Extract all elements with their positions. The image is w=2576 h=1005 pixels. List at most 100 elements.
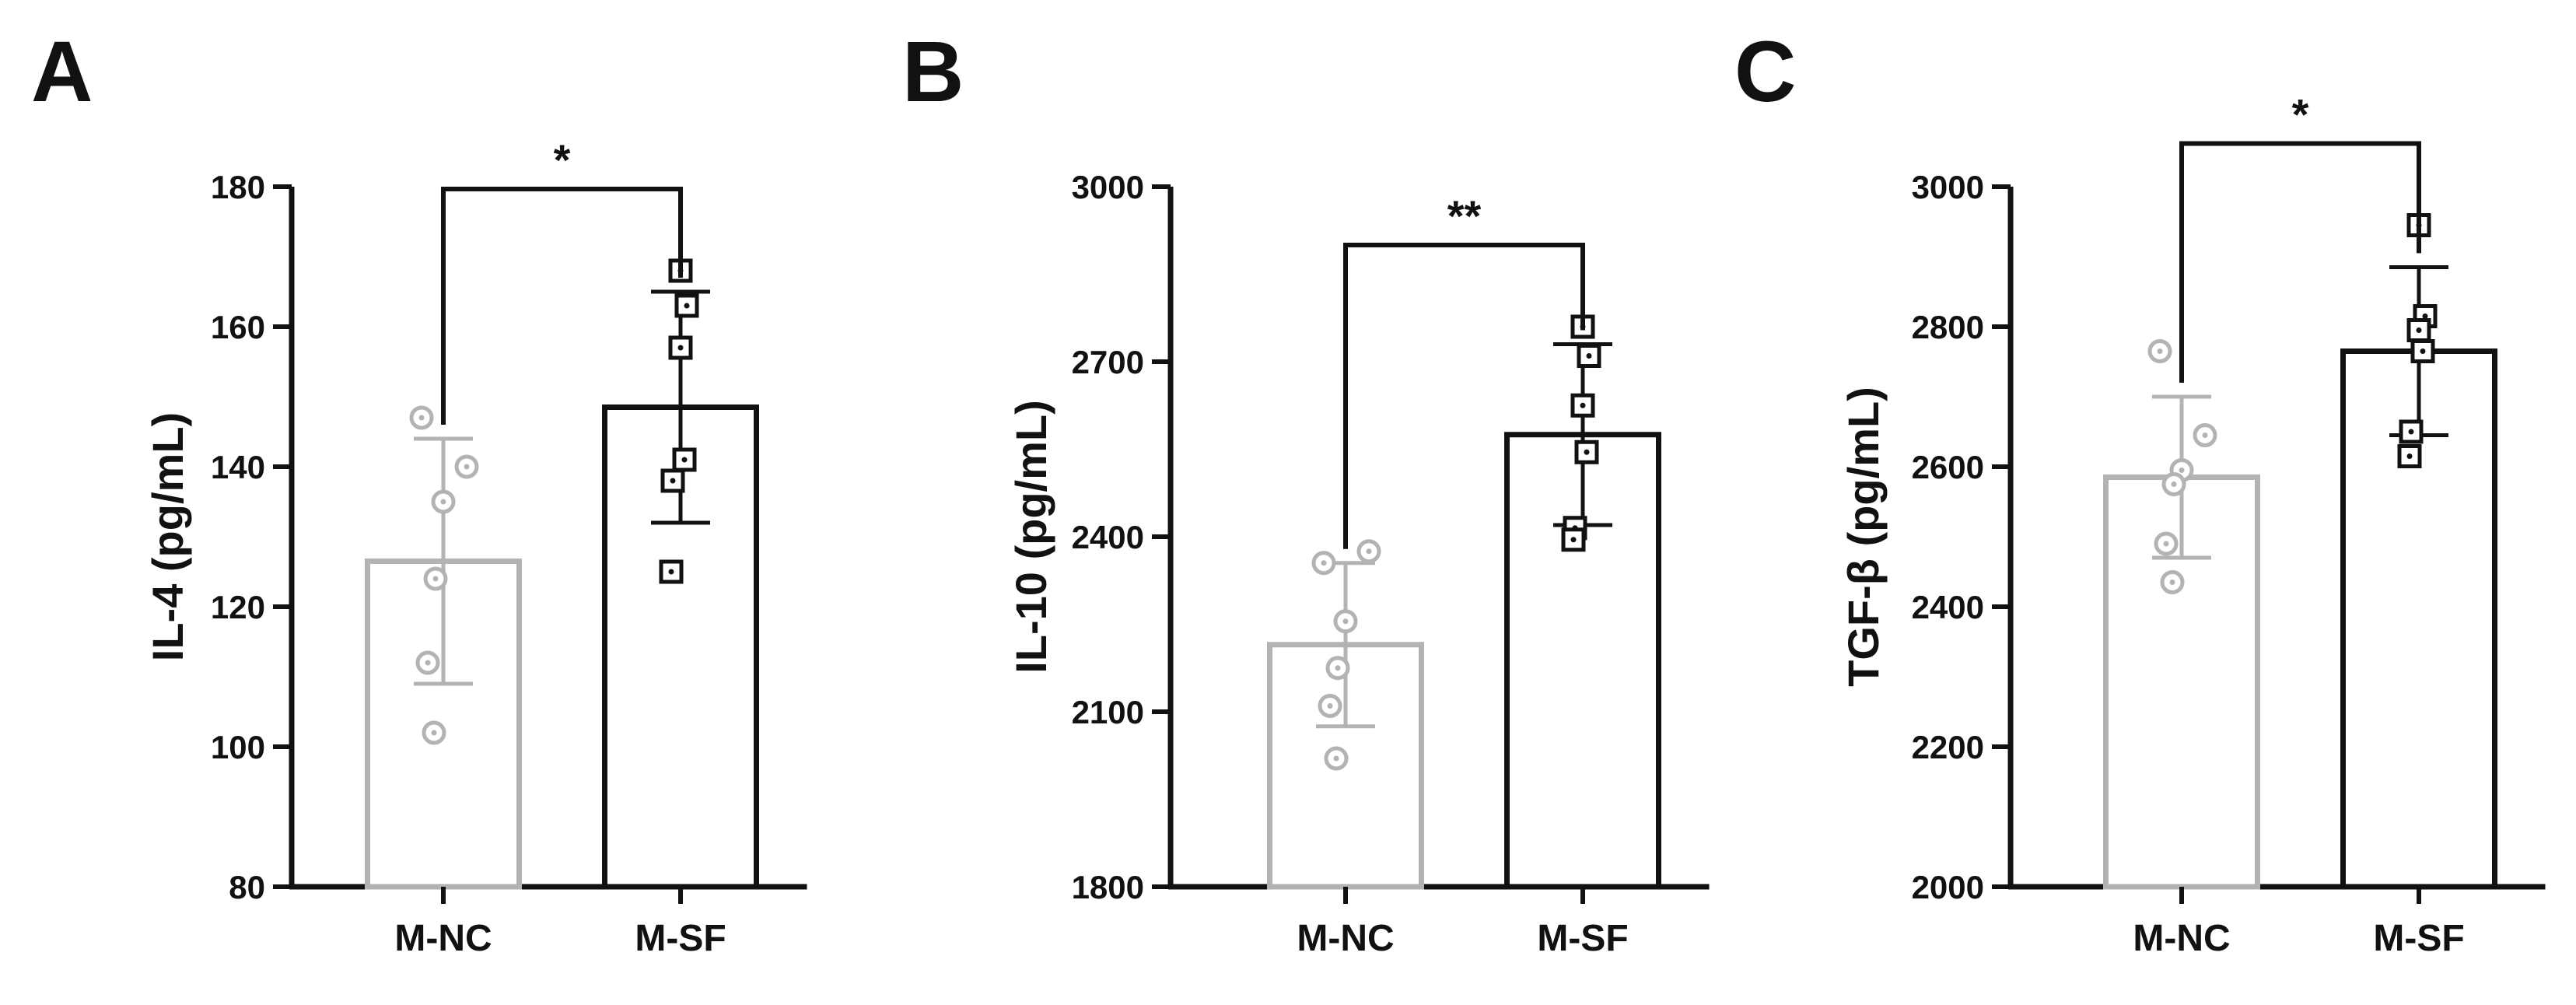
point-center bbox=[2171, 481, 2177, 487]
y-tick-label: 3000 bbox=[1072, 169, 1144, 205]
data-point-m-nc bbox=[1311, 551, 1336, 576]
point-center bbox=[432, 576, 439, 582]
point-center bbox=[440, 499, 446, 505]
data-point-m-nc bbox=[431, 489, 456, 514]
point-center bbox=[1321, 560, 1327, 566]
point-center bbox=[2408, 429, 2414, 435]
data-point-m-sf bbox=[1574, 439, 1599, 464]
y-tick-label: 3000 bbox=[1912, 169, 1984, 205]
data-point-m-nc bbox=[409, 405, 434, 430]
significance-bracket: ** bbox=[1343, 191, 1585, 549]
data-point-m-nc bbox=[1325, 656, 1350, 681]
y-tick-label: 2200 bbox=[1912, 729, 1984, 765]
point-center bbox=[2406, 453, 2413, 459]
data-point-m-sf bbox=[660, 468, 685, 493]
point-center bbox=[1580, 402, 1586, 408]
point-center bbox=[1586, 353, 1592, 359]
point-center bbox=[431, 730, 437, 736]
point-center bbox=[668, 569, 674, 575]
y-tick-label: 140 bbox=[211, 449, 265, 485]
data-point-m-sf bbox=[2406, 318, 2431, 342]
data-point-m-nc bbox=[1324, 746, 1349, 771]
y-tick-label: 2800 bbox=[1912, 309, 1984, 345]
point-center bbox=[1335, 665, 1341, 671]
x-tick-label: M-NC bbox=[394, 918, 492, 959]
chart-panel-a: A 80 100 120 140 160 180 IL-4 (pg/mL) M-NC M-SF * bbox=[31, 24, 807, 959]
y-tick-label: 2700 bbox=[1072, 344, 1144, 380]
y-axis-label: TGF-β (pg/mL) bbox=[1839, 387, 1888, 687]
point-marker bbox=[2399, 419, 2424, 444]
point-center bbox=[2416, 327, 2422, 333]
data-point-m-sf bbox=[672, 447, 697, 472]
y-tick-label: 100 bbox=[211, 729, 265, 765]
y-tick-label: 160 bbox=[211, 309, 265, 345]
data-point-m-sf bbox=[2399, 419, 2424, 444]
data-point-m-nc bbox=[2154, 531, 2179, 556]
point-center bbox=[1333, 755, 1339, 762]
chart-panel-b: B 1800 2100 2400 2700 3000 IL-10 (pg/mL) M-NC M-… bbox=[902, 24, 1710, 959]
point-center bbox=[2157, 348, 2163, 354]
point-center bbox=[677, 345, 684, 351]
significance-label: * bbox=[554, 135, 571, 184]
x-tick-label: M-NC bbox=[2133, 918, 2230, 959]
point-center bbox=[464, 464, 470, 470]
data-point-m-nc bbox=[1318, 694, 1342, 718]
point-center bbox=[2179, 467, 2185, 473]
point-center bbox=[1327, 703, 1333, 709]
point-center bbox=[681, 457, 688, 463]
point-center bbox=[2169, 580, 2175, 585]
significance-label: ** bbox=[1447, 191, 1482, 240]
y-tick-label: 180 bbox=[211, 169, 265, 205]
data-point-m-sf bbox=[2413, 304, 2438, 328]
chart-panel-c: C 2000 2200 2400 2600 2800 3000 TGF-β (pg/mL) M-… bbox=[1734, 24, 2546, 959]
panel-label: B bbox=[902, 24, 964, 120]
significance-label: * bbox=[2292, 90, 2309, 139]
point-center bbox=[1366, 548, 1372, 555]
data-point-m-nc bbox=[2160, 570, 2185, 594]
point-center bbox=[2202, 432, 2208, 438]
data-point-m-sf bbox=[659, 559, 684, 584]
data-point-m-nc bbox=[2161, 472, 2186, 496]
data-point-m-sf bbox=[2397, 444, 2422, 468]
panel-label: C bbox=[1734, 24, 1796, 120]
y-axis-label: IL-10 (pg/mL) bbox=[1006, 400, 1055, 674]
x-tick-label: M-SF bbox=[635, 918, 726, 959]
data-point-m-nc bbox=[422, 720, 446, 745]
point-center bbox=[2163, 541, 2169, 547]
y-tick-label: 120 bbox=[211, 589, 265, 625]
point-center bbox=[1584, 449, 1590, 455]
data-point-m-nc bbox=[415, 650, 440, 675]
data-point-m-sf bbox=[2410, 339, 2435, 363]
panel-label: A bbox=[31, 24, 93, 120]
point-center bbox=[2420, 348, 2426, 354]
y-tick-label: 2600 bbox=[1912, 449, 1984, 485]
bracket-line bbox=[441, 187, 683, 425]
significance-bracket: * bbox=[2179, 90, 2421, 383]
bracket-line bbox=[1343, 243, 1585, 549]
data-point-m-nc bbox=[2193, 423, 2217, 447]
point-center bbox=[2422, 313, 2428, 319]
point-center bbox=[425, 660, 431, 666]
point-center bbox=[1570, 537, 1577, 543]
x-tick-label: M-SF bbox=[2373, 918, 2464, 959]
data-point-m-nc bbox=[2147, 339, 2172, 363]
point-center bbox=[418, 415, 425, 421]
y-tick-label: 80 bbox=[229, 869, 265, 905]
y-tick-label: 2400 bbox=[1912, 589, 1984, 625]
error-bar-m-nc bbox=[414, 436, 473, 686]
bracket-line bbox=[2179, 141, 2421, 383]
point-marker bbox=[2397, 444, 2422, 468]
data-point-m-nc bbox=[423, 566, 448, 591]
data-point-m-sf bbox=[1561, 527, 1586, 552]
point-center bbox=[1342, 618, 1349, 625]
y-axis-label: IL-4 (pg/mL) bbox=[143, 412, 192, 661]
x-tick-label: M-SF bbox=[1537, 918, 1628, 959]
data-point-m-sf bbox=[674, 293, 699, 318]
y-tick-label: 1800 bbox=[1072, 869, 1144, 905]
data-point-m-nc bbox=[1356, 539, 1381, 564]
x-tick-label: M-NC bbox=[1297, 918, 1394, 959]
point-center bbox=[670, 478, 676, 484]
significance-bracket: * bbox=[441, 135, 683, 425]
y-tick-label: 2100 bbox=[1072, 694, 1144, 730]
